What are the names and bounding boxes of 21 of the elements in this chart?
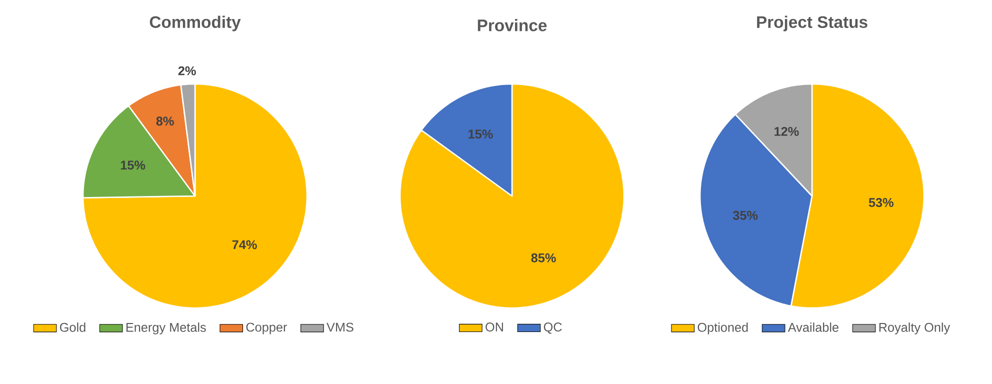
legend-label: Optioned — [698, 322, 748, 334]
chart-title: Province — [478, 19, 547, 32]
data-label: 53% — [868, 198, 894, 208]
data-label: 35% — [732, 210, 758, 220]
chart-title: Commodity — [150, 16, 241, 32]
data-label: 8% — [156, 116, 174, 126]
data-label: 15% — [120, 160, 146, 170]
data-label: 85% — [531, 253, 556, 262]
legend-label: Energy Metals — [126, 322, 206, 334]
chart-title: Project Status — [757, 16, 868, 32]
legend-label: ON — [486, 322, 503, 332]
data-label: 74% — [232, 240, 257, 250]
legend-label: Gold — [60, 322, 86, 332]
data-label: 15% — [468, 130, 493, 139]
legend-label: QC — [544, 322, 562, 334]
legend-label: Copper — [246, 322, 287, 334]
legend-label: Available — [788, 322, 838, 332]
legend-label: VMS — [326, 322, 354, 332]
data-label: 2% — [178, 66, 196, 76]
legend-label: Royalty Only — [879, 322, 950, 334]
data-label: 12% — [774, 126, 799, 136]
